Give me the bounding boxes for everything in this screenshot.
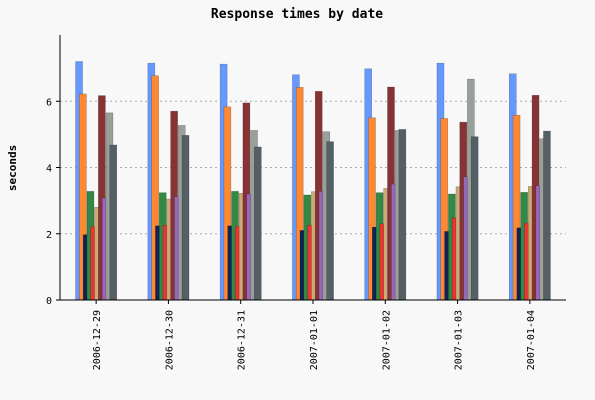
bar: [543, 130, 551, 301]
x-tick-label: 2006-12-30: [164, 310, 175, 370]
y-tick-label: 0: [46, 296, 52, 307]
bar: [326, 141, 334, 301]
x-tick-label: 2007-01-03: [454, 310, 465, 370]
x-tick-label: 2007-01-04: [526, 310, 537, 370]
y-ticks: 0 2 4 6: [46, 97, 60, 307]
chart-title: Response times by date: [211, 7, 383, 22]
y-axis-label: seconds: [6, 145, 19, 191]
grid-lines: [60, 100, 566, 235]
x-tick-label: 2006-12-29: [92, 310, 103, 370]
x-ticks: 2006-12-29 2006-12-30 2006-12-31 2007-01-01…: [92, 300, 537, 370]
y-tick-label: 6: [46, 97, 52, 108]
bars: [75, 61, 551, 301]
bar: [470, 136, 479, 301]
bar: [109, 144, 117, 301]
x-tick-label: 2007-01-02: [381, 310, 392, 370]
x-tick-label: 2007-01-01: [309, 310, 320, 370]
y-tick-label: 2: [46, 230, 52, 241]
y-tick-label: 4: [46, 164, 52, 175]
bar: [181, 135, 190, 301]
bar: [254, 146, 262, 301]
x-tick-label: 2006-12-31: [237, 310, 248, 370]
bar: [398, 129, 407, 301]
